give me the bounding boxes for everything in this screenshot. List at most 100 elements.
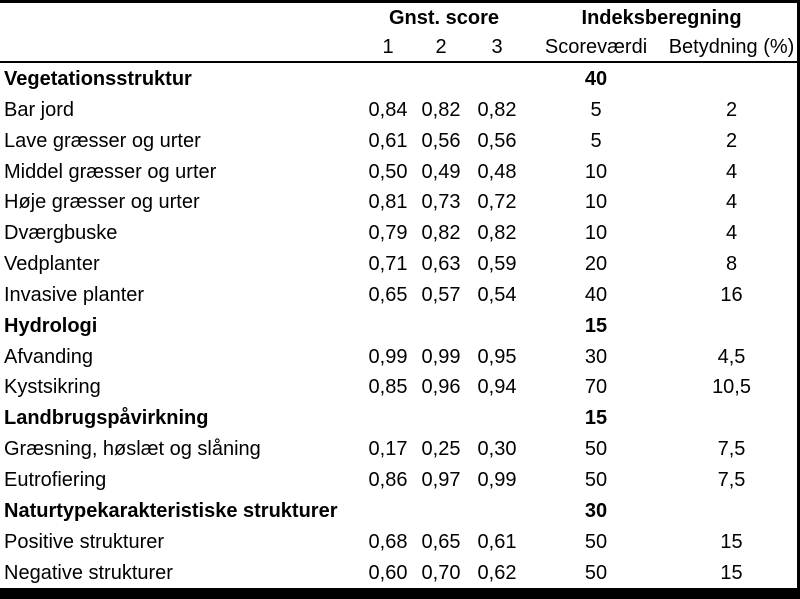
cell-score-3: 0,30 xyxy=(477,438,517,461)
header-col-betydning: Betydning (%) xyxy=(666,32,798,63)
cell-score-3: 0,82 xyxy=(477,222,517,245)
right-border xyxy=(797,0,800,599)
cell-betydning: 4 xyxy=(725,160,738,183)
cell-scorevaerdi: 30 xyxy=(584,345,608,368)
cell-score-3: 0,59 xyxy=(477,253,517,276)
cell-betydning xyxy=(666,495,797,526)
cell-scorevaerdi: 10 xyxy=(584,191,608,214)
cell-scorevaerdi: 40 xyxy=(584,283,608,306)
cell-scorevaerdi: 50 xyxy=(584,468,608,491)
header-group-row: Gnst. score Indeksberegning xyxy=(0,3,797,32)
cell-betydning: 15 xyxy=(720,530,743,553)
cell-scorevaerdi: 50 xyxy=(584,438,608,461)
cell-score-2: 0,82 xyxy=(421,222,461,245)
cell-score-2: 0,70 xyxy=(421,561,461,584)
section-row: Landbrugspåvirkning 15 xyxy=(0,403,797,434)
cell-score-3: 0,72 xyxy=(477,191,517,214)
cell-score-2 xyxy=(414,495,468,526)
cell-score-3: 0,62 xyxy=(477,561,517,584)
cell-score-1: 0,79 xyxy=(368,222,408,245)
cell-score-2: 0,57 xyxy=(421,283,461,306)
cell-scorevaerdi: 15 xyxy=(584,314,608,337)
header-col-3: 3 xyxy=(468,32,527,63)
cell-score-1 xyxy=(362,310,414,341)
table-header: Gnst. score Indeksberegning 1 2 3 Scorev… xyxy=(0,3,798,63)
cell-score-1 xyxy=(362,62,414,94)
cell-scorevaerdi: 50 xyxy=(584,561,608,584)
cell-scorevaerdi: 70 xyxy=(584,376,608,399)
row-label: Høje græsser og urter xyxy=(4,191,200,214)
cell-betydning: 15 xyxy=(720,561,743,584)
cell-score-3: 0,99 xyxy=(477,468,517,491)
cell-score-3: 0,48 xyxy=(477,160,517,183)
table-row: Dværgbuske 0,79 0,82 0,82 10 4 xyxy=(0,218,797,249)
cell-score-1: 0,65 xyxy=(368,283,408,306)
cell-score-1: 0,17 xyxy=(368,438,408,461)
cell-score-2 xyxy=(414,403,468,434)
section-row: Naturtypekarakteristiske strukturer 30 xyxy=(0,495,797,526)
cell-scorevaerdi: 5 xyxy=(590,98,602,121)
cell-betydning: 2 xyxy=(725,98,738,121)
table-row: Kystsikring 0,85 0,96 0,94 70 10,5 xyxy=(0,372,797,403)
cell-score-1: 0,61 xyxy=(368,129,408,152)
row-label: Græsning, høslæt og slåning xyxy=(4,438,261,461)
row-label: Invasive planter xyxy=(4,283,145,306)
cell-score-1: 0,60 xyxy=(368,561,408,584)
cell-scorevaerdi: 40 xyxy=(584,67,608,90)
cell-score-3: 0,54 xyxy=(477,283,517,306)
table-body: Vegetationsstruktur 40 Bar jord 0,84 0,82 0,8… xyxy=(0,62,797,588)
cell-betydning xyxy=(666,310,797,341)
top-border xyxy=(0,0,800,3)
cell-score-1: 0,99 xyxy=(368,345,408,368)
bottom-border xyxy=(0,588,800,599)
row-label: Naturtypekarakteristiske strukturer xyxy=(4,499,338,522)
cell-scorevaerdi: 50 xyxy=(584,530,608,553)
header-empty-cell xyxy=(0,32,362,63)
cell-score-2: 0,25 xyxy=(421,438,461,461)
cell-score-3 xyxy=(468,62,526,94)
cell-betydning: 4,5 xyxy=(717,345,746,368)
cell-score-2: 0,96 xyxy=(421,376,461,399)
cell-score-3: 0,61 xyxy=(477,530,517,553)
row-label: Vedplanter xyxy=(4,253,100,276)
cell-score-2 xyxy=(414,62,468,94)
table-row: Græsning, høslæt og slåning 0,17 0,25 0,30 5… xyxy=(0,434,797,465)
cell-score-1 xyxy=(362,495,414,526)
cell-score-1 xyxy=(362,403,414,434)
cell-betydning xyxy=(666,62,797,94)
row-label: Lave græsser og urter xyxy=(4,129,201,152)
cell-betydning: 2 xyxy=(725,129,738,152)
cell-score-3 xyxy=(468,495,526,526)
row-label: Kystsikring xyxy=(4,376,101,399)
cell-betydning: 4 xyxy=(725,222,738,245)
section-row: Hydrologi 15 xyxy=(0,310,797,341)
cell-score-3 xyxy=(468,310,526,341)
cell-score-2: 0,65 xyxy=(421,530,461,553)
table-row: Høje græsser og urter 0,81 0,73 0,72 10 4 xyxy=(0,187,797,218)
table-row: Afvanding 0,99 0,99 0,95 30 4,5 xyxy=(0,341,797,372)
cell-betydning: 10,5 xyxy=(712,376,751,399)
cell-betydning: 8 xyxy=(725,253,738,276)
cell-score-2: 0,63 xyxy=(421,253,461,276)
header-group-gnst-score: Gnst. score xyxy=(388,6,500,29)
table-row: Negative strukturer 0,60 0,70 0,62 50 15 xyxy=(0,557,797,588)
cell-score-2: 0,82 xyxy=(421,98,461,121)
row-label: Eutrofiering xyxy=(4,468,107,491)
cell-betydning: 4 xyxy=(725,191,738,214)
table-row: Eutrofiering 0,86 0,97 0,99 50 7,5 xyxy=(0,465,797,496)
header-col-2: 2 xyxy=(414,32,468,63)
cell-score-3: 0,94 xyxy=(477,376,517,399)
table-row: Invasive planter 0,65 0,57 0,54 40 16 xyxy=(0,279,797,310)
cell-scorevaerdi: 5 xyxy=(590,129,602,152)
header-empty-cell xyxy=(0,3,362,32)
cell-scorevaerdi: 30 xyxy=(584,499,608,522)
cell-score-2: 0,56 xyxy=(421,129,461,152)
cell-betydning: 7,5 xyxy=(717,438,746,461)
cell-score-2: 0,73 xyxy=(421,191,461,214)
row-label: Dværgbuske xyxy=(4,222,118,245)
cell-scorevaerdi: 10 xyxy=(584,222,608,245)
row-label: Bar jord xyxy=(4,98,75,121)
cell-score-1: 0,86 xyxy=(368,468,408,491)
cell-score-1: 0,84 xyxy=(368,98,408,121)
